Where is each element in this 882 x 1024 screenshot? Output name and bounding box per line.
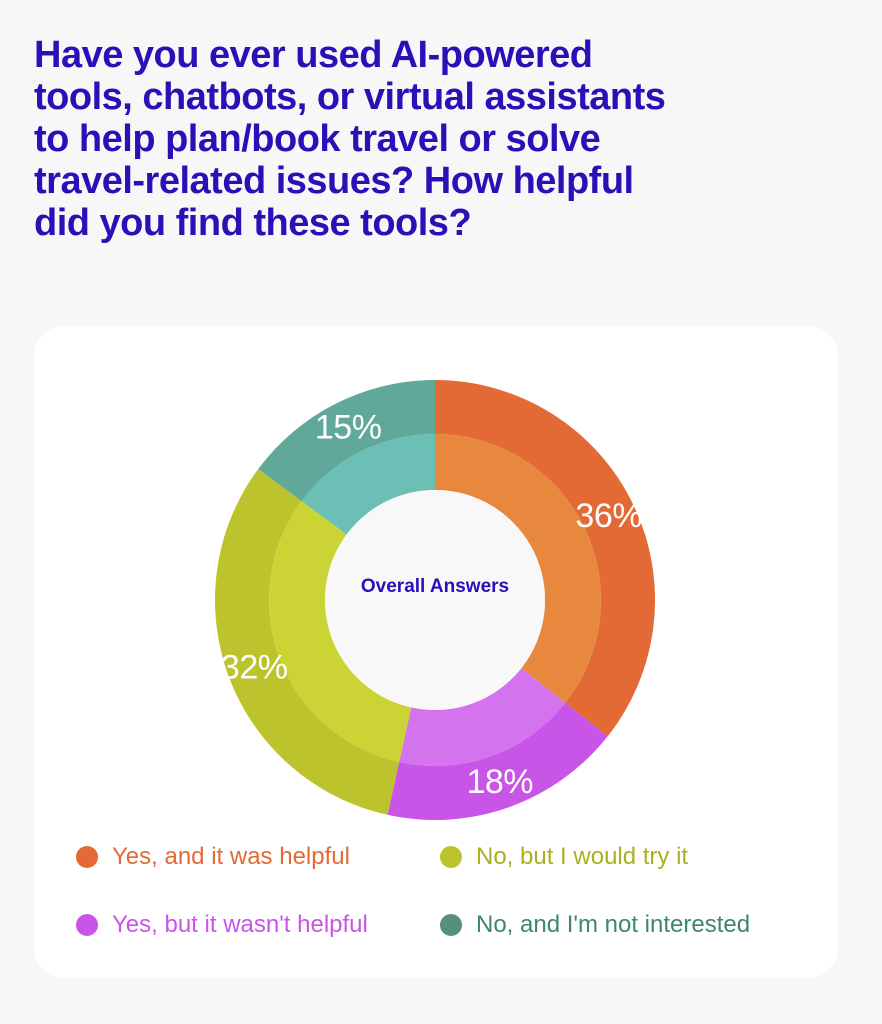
legend-label: No, but I would try it <box>476 843 689 870</box>
donut-slice-outer-yes-not-helpful <box>387 702 608 820</box>
donut-slice-inner-yes-helpful <box>435 434 602 703</box>
chart-card: 36% 18% 32% 15% Overall Answers Yes, and it… <box>34 326 838 978</box>
legend-label: No, and I'm not interested <box>476 911 751 938</box>
chart-title: Have you ever used AI-powered tools, cha… <box>34 34 666 244</box>
donut-slice-outer-no-would-try <box>214 469 400 815</box>
donut-value-label-yes-not-helpful: 18% <box>466 763 533 801</box>
donut-slice-inner-no-would-try <box>269 501 412 763</box>
donut-value-label-no-would-try: 32% <box>221 649 288 687</box>
donut-value-labels: 36% 18% 32% 15% <box>221 409 643 801</box>
donut-slice-inner-yes-not-helpful <box>399 668 566 766</box>
legend-item-yes-helpful: Yes, and it was helpful <box>76 842 350 872</box>
legend-swatch <box>76 846 98 868</box>
donut-chart: 36% 18% 32% 15% <box>214 380 655 820</box>
legend-swatch <box>440 914 462 936</box>
legend-swatch <box>440 846 462 868</box>
legend-item-yes-not-helpful: Yes, but it wasn't helpful <box>76 910 368 940</box>
legend-label: Yes, but it wasn't helpful <box>112 911 368 938</box>
center-label: Overall Answers <box>360 576 510 597</box>
legend-item-no-not-interested: No, and I'm not interested <box>440 910 750 940</box>
donut-inner-ring <box>269 434 602 766</box>
donut-outer-ring <box>214 380 655 820</box>
legend-item-no-would-try: No, but I would try it <box>440 842 688 872</box>
donut-slice-outer-no-not-interested <box>258 380 435 502</box>
donut-center-hole <box>325 490 545 710</box>
donut-slice-outer-yes-helpful <box>435 380 655 737</box>
legend-swatch <box>76 914 98 936</box>
donut-value-label-no-not-interested: 15% <box>315 409 382 447</box>
donut-slice-inner-no-not-interested <box>301 434 435 535</box>
legend-label: Yes, and it was helpful <box>112 843 350 870</box>
donut-value-label-yes-helpful: 36% <box>575 497 642 535</box>
chart-legend: Yes, and it was helpful Yes, but it wasn… <box>76 842 816 952</box>
